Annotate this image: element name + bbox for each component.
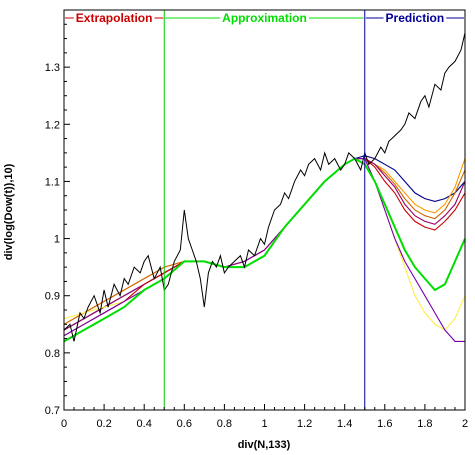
x-tick-label: 1.6 — [377, 418, 392, 430]
x-tick-label: 0.2 — [96, 418, 111, 430]
region-header-layer: Extrapolation Approximation Prediction — [65, 11, 464, 25]
x-tick-label: 2 — [462, 418, 468, 430]
x-tick-label: 0.4 — [137, 418, 152, 430]
x-tick-label: 0.6 — [177, 418, 192, 430]
y-tick-label: 0.7 — [45, 405, 60, 417]
x-axis-title: div(N,133) — [238, 439, 291, 451]
series-line-8 — [63, 157, 466, 343]
x-tick-label: 1 — [261, 418, 267, 430]
y-tick-label: 0.8 — [45, 348, 60, 360]
axes-layer: 0 0.2 0.4 0.6 0.8 1 1.2 1.4 1.6 1.8 2 0.7 0.8 0.9 1 1.1… — [45, 9, 468, 430]
region-label-approximation: Approximation — [222, 11, 307, 25]
x-tick-label: 1.2 — [297, 418, 312, 430]
x-tick-label: 0 — [61, 418, 67, 430]
region-label-extrapolation: Extrapolation — [76, 11, 153, 25]
x-tick-label: 1.8 — [417, 418, 432, 430]
y-tick-label: 1.1 — [45, 176, 60, 188]
observed-series-line — [63, 32, 466, 342]
x-tick-label: 0.8 — [217, 418, 232, 430]
y-tick-label: 0.9 — [45, 291, 60, 303]
series-layer — [63, 155, 466, 343]
observed-layer — [63, 32, 466, 342]
y-tick-label: 1.2 — [45, 119, 60, 131]
divider-layer — [163, 10, 366, 410]
region-label-prediction: Prediction — [386, 11, 445, 25]
y-axis-title: div(log(Dow(t)),10) — [3, 163, 15, 260]
y-tick-label: 1.3 — [45, 62, 60, 74]
y-tick-label: 1 — [54, 234, 60, 246]
x-tick-label: 1.4 — [337, 418, 352, 430]
